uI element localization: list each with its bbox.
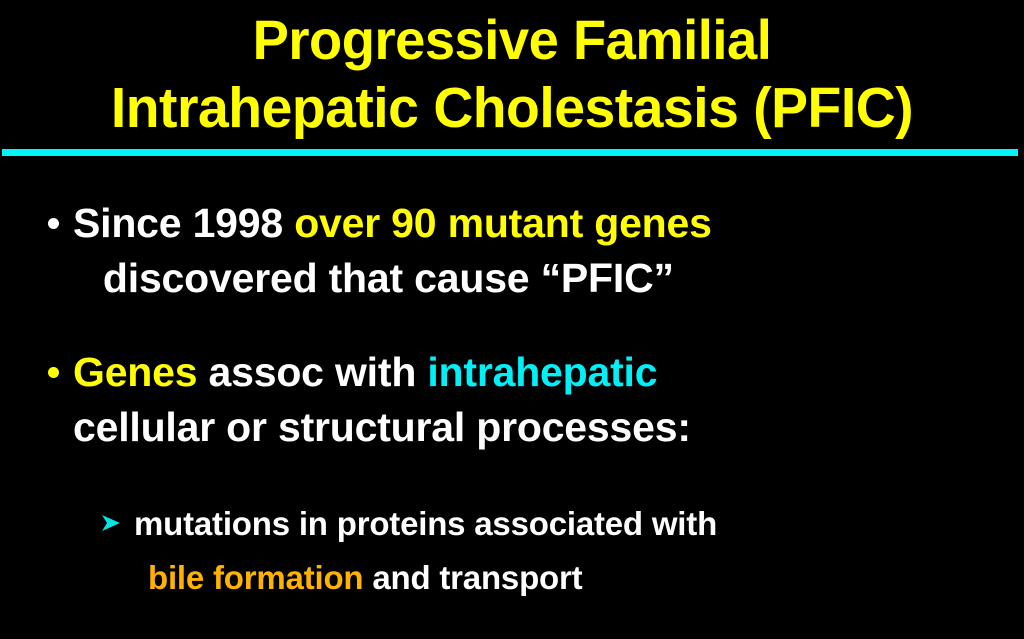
bullet-1-seg-3: discovered that cause “PFIC” bbox=[102, 255, 674, 301]
bullet-2-seg-4: cellular or structural processes: bbox=[73, 404, 691, 450]
bullet-1-text: Since 1998 over 90 mutant genes discover… bbox=[73, 196, 712, 306]
bullet-item-1: Since 1998 over 90 mutant genes discover… bbox=[0, 196, 1024, 306]
sub-bullet-seg-2: bile formation bbox=[148, 559, 364, 596]
bullet-1-seg-2: over 90 mutant genes bbox=[294, 200, 712, 246]
bullet-1-seg-1: Since 1998 bbox=[73, 200, 295, 246]
sub-bullet-seg-3: and transport bbox=[363, 559, 583, 596]
arrow-right-icon bbox=[100, 512, 122, 534]
bullet-2-line-2: cellular or structural processes: bbox=[73, 400, 699, 455]
bullet-item-2: Genes assoc with intrahepatic cellular o… bbox=[0, 345, 1024, 455]
bullet-2-seg-2: assoc with bbox=[197, 349, 428, 395]
sub-bullet-text: mutations in proteins associated with bi… bbox=[134, 497, 717, 605]
sub-bullet-item: mutations in proteins associated with bi… bbox=[0, 497, 1024, 605]
bullet-2-text: Genes assoc with intrahepatic cellular o… bbox=[73, 345, 699, 455]
sub-bullet-seg-1: mutations in proteins associated with bbox=[134, 505, 718, 542]
bullet-2-seg-1: Genes bbox=[73, 349, 198, 395]
title-line-1: Progressive Familial bbox=[252, 8, 772, 71]
bullet-2-line-1: Genes assoc with intrahepatic bbox=[73, 345, 699, 400]
slide-title: Progressive Familial Intrahepatic Choles… bbox=[0, 6, 1024, 142]
bullet-2-seg-3: intrahepatic bbox=[427, 349, 658, 395]
bullet-1-line-2: discovered that cause “PFIC” bbox=[73, 251, 712, 306]
sub-bullet-line-1: mutations in proteins associated with bbox=[134, 497, 717, 551]
bullet-dot-icon bbox=[48, 367, 59, 378]
sub-bullet-line-2: bile formation and transport bbox=[134, 551, 717, 605]
slide-body: Since 1998 over 90 mutant genes discover… bbox=[0, 196, 1024, 626]
bullet-dot-icon bbox=[48, 218, 59, 229]
title-line-2: Intrahepatic Cholestasis (PFIC) bbox=[110, 76, 914, 140]
bullet-1-line-1: Since 1998 over 90 mutant genes bbox=[73, 196, 712, 251]
cyan-horizontal-rule bbox=[2, 149, 1018, 156]
